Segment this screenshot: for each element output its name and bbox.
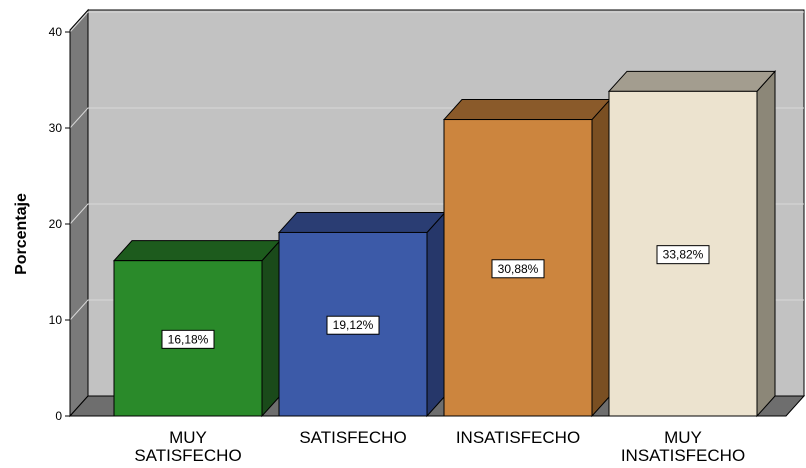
bar-side bbox=[426, 211, 446, 418]
data-label-box bbox=[491, 259, 545, 279]
bars: 16,18% 19,12% 30,88% 33,82% bbox=[112, 70, 777, 418]
data-label: 16,18% bbox=[168, 332, 209, 346]
left-wall bbox=[69, 8, 89, 418]
x-category-label: SATISFECHO bbox=[299, 428, 406, 447]
y-axis-ticks: 0 10 20 30 40 bbox=[49, 25, 71, 423]
y-axis-title: Porcentaje bbox=[13, 193, 30, 275]
bar-top bbox=[442, 99, 612, 121]
bar-top bbox=[112, 240, 282, 262]
x-category-label: MUY bbox=[169, 428, 207, 447]
x-category-label: INSATISFECHO bbox=[456, 428, 580, 447]
bar: 33,82% bbox=[607, 70, 777, 418]
bar-top bbox=[277, 211, 447, 233]
y-tick-label: 30 bbox=[49, 121, 63, 135]
x-category-label: MUY bbox=[664, 428, 702, 447]
data-label: 19,12% bbox=[333, 318, 374, 332]
y-tick-label: 20 bbox=[49, 217, 63, 231]
bar-side bbox=[591, 98, 611, 418]
bar: 19,12% bbox=[277, 211, 447, 418]
x-category-label: INSATISFECHO bbox=[621, 446, 745, 465]
data-label-box bbox=[326, 315, 380, 335]
x-category-label: SATISFECHO bbox=[134, 446, 241, 465]
gridline bbox=[69, 11, 804, 33]
bar-side bbox=[261, 239, 281, 418]
bar: 30,88% bbox=[442, 98, 612, 418]
bar-top bbox=[607, 70, 777, 92]
bar: 16,18% bbox=[112, 239, 282, 418]
bar-side bbox=[756, 70, 776, 418]
y-tick-label: 10 bbox=[49, 313, 63, 327]
y-tick-label: 0 bbox=[55, 409, 62, 423]
data-label-box bbox=[656, 245, 710, 265]
y-tick-label: 40 bbox=[49, 25, 63, 39]
data-label: 33,82% bbox=[663, 248, 704, 262]
data-label-box bbox=[161, 329, 215, 349]
data-label: 30,88% bbox=[498, 262, 539, 276]
